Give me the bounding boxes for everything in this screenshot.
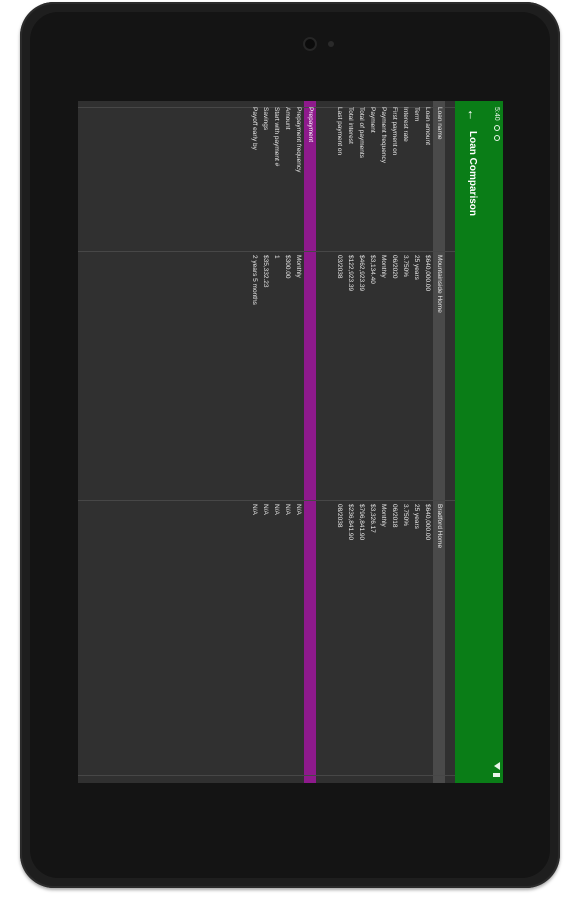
row-label: Amount <box>284 107 291 130</box>
camera-lens <box>303 37 317 51</box>
loan2-value: $640,000.00 <box>424 504 431 541</box>
row-label: Loan amount <box>424 107 431 145</box>
grid-line <box>78 500 455 501</box>
loan2-value: Monthly <box>380 504 387 527</box>
row-label: Start with payment # <box>273 107 280 167</box>
loan2-value: N/A <box>273 504 280 515</box>
wifi-icon <box>494 762 500 770</box>
loan1-value: Monthly <box>295 255 302 278</box>
loan2-value: $236,841.90 <box>347 504 354 541</box>
row-label: Term <box>413 107 420 122</box>
loan1-value: $3,134.40 <box>369 255 376 284</box>
loan1-value: $300.00 <box>284 255 291 279</box>
loan2-value: $3,326.17 <box>369 504 376 533</box>
status-time: 5:40 <box>493 107 501 121</box>
loan2-value: N/A <box>284 504 291 515</box>
loan2-value: N/A <box>251 504 258 515</box>
loan1-name[interactable]: Mountainside Home <box>436 255 443 313</box>
row-label: Prepayment frequency <box>295 107 302 173</box>
device-screen: 5:40 ← Loan Comparison Loan name Mo <box>78 101 503 783</box>
comparison-table: Loan name Mountainside Home Bradford Hom… <box>78 101 455 783</box>
battery-icon <box>493 773 501 777</box>
loan1-value: 06/2020 <box>391 255 398 279</box>
grid-line <box>78 251 455 252</box>
loan1-value: 2 years 5 months <box>251 255 258 305</box>
status-bar: 5:40 <box>491 101 503 783</box>
light-sensor <box>328 41 334 47</box>
grid-line <box>78 775 455 776</box>
row-label: First payment on <box>391 107 398 156</box>
loan2-value: 08/2038 <box>336 504 343 528</box>
row-label: Total interest <box>347 107 354 144</box>
header-row-background <box>433 101 445 783</box>
row-label: Total of payments <box>358 107 365 158</box>
row-label: Last payment on <box>336 107 343 156</box>
notification-icon <box>494 124 500 131</box>
loan2-value: 25 years <box>413 504 420 529</box>
page-title: Loan Comparison <box>467 131 479 217</box>
loan2-value: N/A <box>295 504 302 515</box>
prepayment-section-background <box>304 101 316 783</box>
loan1-value: $122,923.39 <box>347 255 354 292</box>
row-label: Payment frequency <box>380 107 387 164</box>
loan1-value: $462,923.39 <box>358 255 365 292</box>
loan1-value: $640,000.00 <box>424 255 431 292</box>
loan1-value: Monthly <box>380 255 387 278</box>
row-label: Payment <box>369 107 376 133</box>
row-label: Interest rate <box>402 107 409 142</box>
loan2-value: 3.750% <box>402 504 409 527</box>
header-label: Loan name <box>436 107 443 140</box>
loan2-name[interactable]: Bradford Home <box>436 504 443 549</box>
loan1-value: 25 years <box>413 255 420 280</box>
row-label: Payoff early by <box>251 107 258 150</box>
loan1-value: $35,332.23 <box>262 255 269 288</box>
loan1-value: 1 <box>273 255 280 259</box>
loan1-value: 03/2038 <box>336 255 343 279</box>
loan2-value: $796,841.90 <box>358 504 365 541</box>
sync-icon <box>494 134 500 141</box>
loan2-value: N/A <box>262 504 269 515</box>
loan1-value: 3.750% <box>402 255 409 278</box>
loan2-value: 06/2018 <box>391 504 398 528</box>
row-label: Savings <box>262 107 269 131</box>
app-bar: ← Loan Comparison <box>455 101 491 783</box>
section-title: Prepayment <box>307 107 314 143</box>
rotated-app-view: 5:40 ← Loan Comparison Loan name Mo <box>78 101 503 783</box>
arrow-back-icon[interactable]: ← <box>465 108 481 122</box>
